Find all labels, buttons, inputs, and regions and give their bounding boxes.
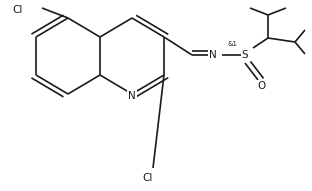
Text: S: S [242, 50, 248, 60]
Text: N: N [128, 91, 136, 101]
Text: O: O [258, 81, 266, 91]
Text: Cl: Cl [13, 5, 23, 15]
Text: &1: &1 [227, 41, 237, 47]
Text: Cl: Cl [143, 173, 153, 183]
Text: N: N [209, 50, 217, 60]
